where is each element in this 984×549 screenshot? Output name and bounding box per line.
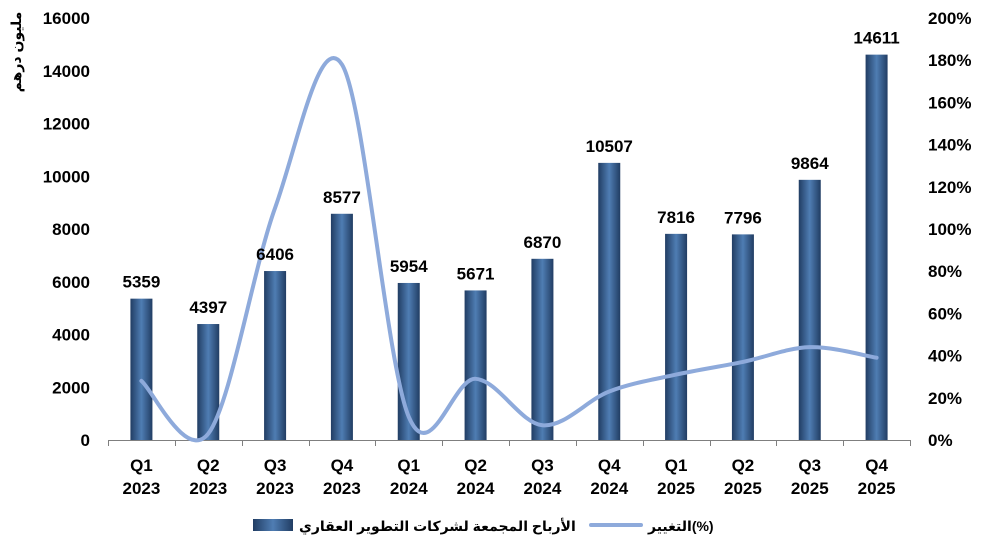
x-axis-year-label: 2025 <box>657 479 695 498</box>
x-axis-quarter-label: Q1 <box>130 456 153 475</box>
axes: 0 2000 4000 6000 8000 10000 12000 14000 16000 0% 2… <box>43 9 972 498</box>
y-axis-tick-label: 16000 <box>43 9 90 28</box>
x-axis-year-label: 2023 <box>256 479 294 498</box>
y-axis-tick-label: 12000 <box>43 115 90 134</box>
y-axis-title: مليون درهم <box>8 12 25 93</box>
y2-axis-tick-label: 40% <box>928 347 962 366</box>
bar-series <box>130 54 888 440</box>
x-axis-quarter-label: Q3 <box>531 456 554 475</box>
x-axis-quarter-label: Q2 <box>732 456 755 475</box>
x-axis-year-label: 2025 <box>724 479 762 498</box>
bar <box>865 54 888 440</box>
bar-data-label: 6406 <box>256 245 294 264</box>
legend-item-profits: الأرباح المجمعة لشركات التطوير العقاري <box>253 518 576 536</box>
bar <box>598 162 621 440</box>
y-axis-tick-label: 10000 <box>43 167 90 186</box>
x-axis-quarter-label: Q4 <box>331 456 354 475</box>
y2-axis-tick-label: 200% <box>928 9 971 28</box>
y-axis-tick-label: 0 <box>81 431 90 450</box>
x-axis-quarter-label: Q1 <box>665 456 688 475</box>
bar-data-label: 5671 <box>457 264 495 283</box>
line-series <box>139 56 879 443</box>
y2-axis-tick-label: 160% <box>928 93 971 112</box>
bar-data-label: 6870 <box>524 233 562 252</box>
x-axis-quarter-label: Q1 <box>397 456 420 475</box>
bar <box>264 271 287 440</box>
bar-data-label: 7816 <box>657 208 695 227</box>
y2-axis-tick-label: 60% <box>928 304 962 323</box>
bar <box>665 233 688 440</box>
legend-label-change: التغيير(%) <box>647 518 714 535</box>
y2-axis-tick-label: 20% <box>928 389 962 408</box>
x-axis-year-label: 2023 <box>189 479 227 498</box>
bar-data-label: 5954 <box>390 257 428 276</box>
x-axis-quarter-label: Q2 <box>197 456 220 475</box>
bar-data-label: 7796 <box>724 208 762 227</box>
x-axis-year-label: 2023 <box>123 479 161 498</box>
y2-axis-tick-label: 100% <box>928 220 971 239</box>
x-axis-quarter-label: Q3 <box>264 456 287 475</box>
y2-axis-tick-label: 120% <box>928 178 971 197</box>
y-axis-tick-label: 4000 <box>52 326 90 345</box>
x-axis-year-label: 2025 <box>791 479 829 498</box>
bar <box>798 179 821 440</box>
x-axis-quarter-label: Q2 <box>464 456 487 475</box>
y2-axis-tick-label: 0% <box>928 431 953 450</box>
change-line <box>139 56 879 443</box>
bar-data-label: 4397 <box>189 298 227 317</box>
bar-data-label: 8577 <box>323 188 361 207</box>
x-axis-year-label: 2025 <box>858 479 896 498</box>
x-axis-quarter-label: Q4 <box>865 456 888 475</box>
x-axis-year-label: 2024 <box>590 479 628 498</box>
bar-data-label: 14611 <box>853 29 899 48</box>
bar <box>330 213 353 440</box>
x-axis-year-label: 2024 <box>457 479 495 498</box>
y2-axis-tick-label: 180% <box>928 51 971 70</box>
y2-axis-tick-label: 140% <box>928 136 971 155</box>
bar <box>531 258 554 440</box>
x-axis-year-label: 2023 <box>323 479 361 498</box>
y-axis-tick-label: 8000 <box>52 220 90 239</box>
bar-data-label: 10507 <box>586 137 633 156</box>
bar <box>197 324 220 440</box>
x-axis-quarter-label: Q4 <box>598 456 621 475</box>
x-axis-year-label: 2024 <box>524 479 562 498</box>
bar <box>731 234 754 440</box>
y-axis-tick-label: 2000 <box>52 378 90 397</box>
bar-data-label: 5359 <box>123 273 161 292</box>
x-axis-year-label: 2024 <box>390 479 428 498</box>
bar <box>464 290 487 440</box>
legend-item-change: التغيير(%) <box>589 518 714 535</box>
x-axis-quarter-label: Q3 <box>798 456 821 475</box>
legend: الأرباح المجمعة لشركات التطوير العقاري ا… <box>253 518 714 536</box>
legend-label-profits: الأرباح المجمعة لشركات التطوير العقاري <box>299 518 576 536</box>
bar <box>130 298 153 440</box>
data-labels: 5359 4397 6406 8577 5954 5671 6870 10507 7816 779… <box>123 29 900 317</box>
legend-bar-swatch <box>253 519 293 531</box>
y-axis-tick-label: 6000 <box>52 273 90 292</box>
y-axis-tick-label: 14000 <box>43 62 90 81</box>
y2-axis-tick-label: 80% <box>928 262 962 281</box>
bar-data-label: 9864 <box>791 154 829 173</box>
